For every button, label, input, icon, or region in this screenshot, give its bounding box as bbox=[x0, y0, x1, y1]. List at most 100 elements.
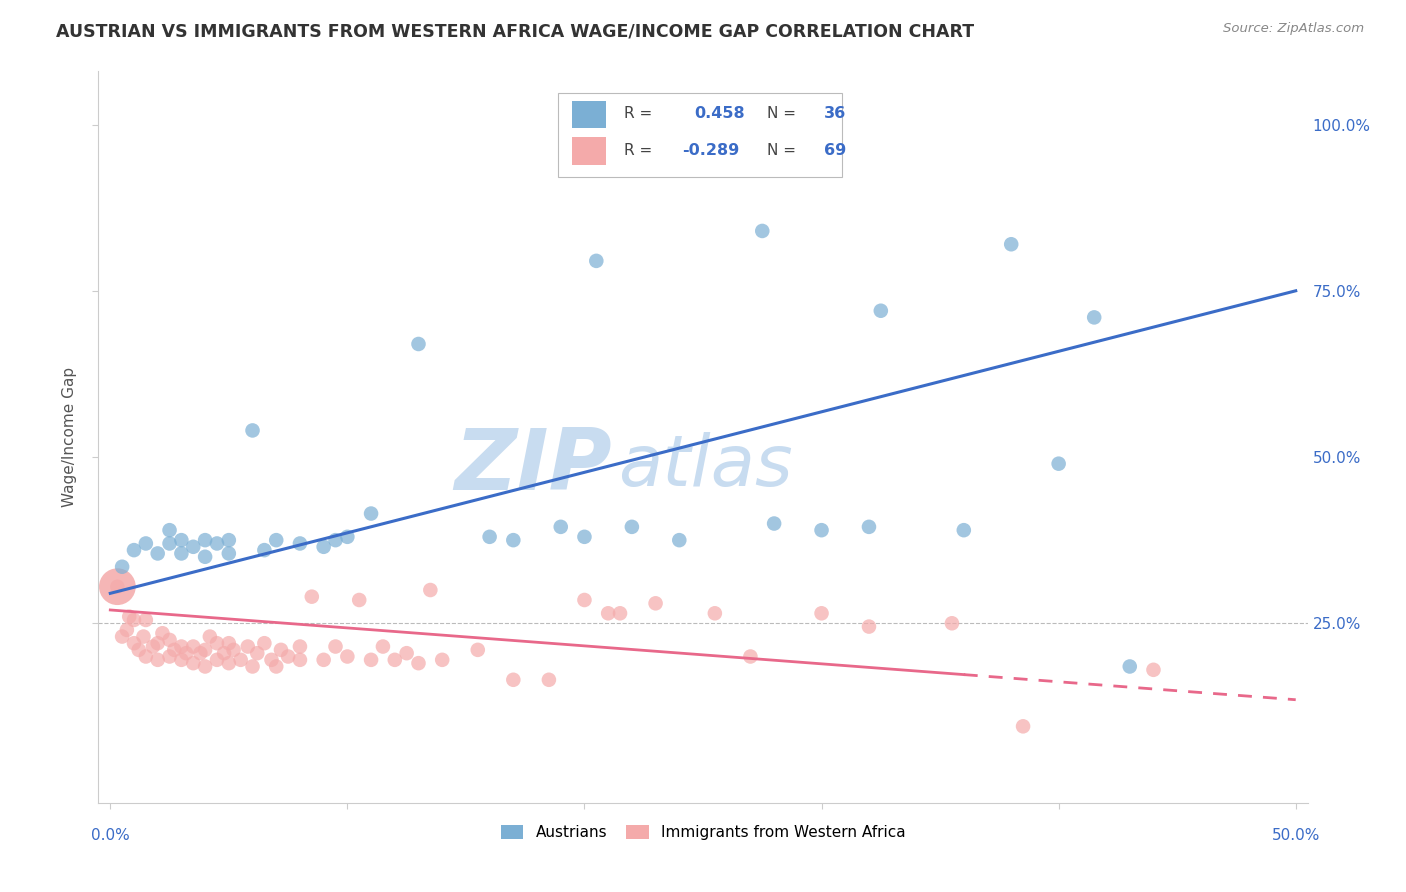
Point bbox=[135, 649, 157, 664]
Point bbox=[1012, 719, 1035, 733]
Point bbox=[205, 636, 228, 650]
Point bbox=[105, 580, 128, 594]
Point bbox=[1000, 237, 1022, 252]
Point bbox=[952, 523, 974, 537]
Point bbox=[205, 536, 228, 550]
Point bbox=[288, 640, 311, 654]
Point bbox=[218, 546, 240, 560]
Point bbox=[763, 516, 786, 531]
Point bbox=[264, 659, 287, 673]
Point bbox=[408, 337, 430, 351]
Point bbox=[598, 607, 620, 621]
Point bbox=[668, 533, 690, 548]
Point bbox=[218, 636, 240, 650]
Point bbox=[384, 653, 406, 667]
Point bbox=[336, 530, 359, 544]
Text: 0.0%: 0.0% bbox=[91, 828, 129, 843]
Text: 50.0%: 50.0% bbox=[1271, 828, 1320, 843]
Point bbox=[858, 619, 880, 633]
Text: AUSTRIAN VS IMMIGRANTS FROM WESTERN AFRICA WAGE/INCOME GAP CORRELATION CHART: AUSTRIAN VS IMMIGRANTS FROM WESTERN AFRI… bbox=[56, 22, 974, 40]
Point bbox=[181, 540, 204, 554]
Point bbox=[312, 540, 335, 554]
Point bbox=[395, 646, 418, 660]
Point bbox=[159, 536, 181, 550]
Point bbox=[115, 623, 138, 637]
Point bbox=[620, 520, 643, 534]
Point bbox=[190, 646, 212, 660]
Point bbox=[644, 596, 666, 610]
Point bbox=[229, 653, 252, 667]
Point bbox=[181, 640, 204, 654]
Text: R =: R = bbox=[624, 143, 658, 158]
Point bbox=[111, 559, 134, 574]
Point bbox=[194, 549, 217, 564]
Point bbox=[212, 646, 235, 660]
Point bbox=[740, 649, 762, 664]
Point bbox=[408, 656, 430, 670]
Point bbox=[810, 607, 832, 621]
Point bbox=[574, 593, 596, 607]
Point bbox=[198, 630, 221, 644]
Point bbox=[170, 640, 193, 654]
Text: R =: R = bbox=[624, 106, 662, 121]
Point bbox=[146, 653, 169, 667]
Point bbox=[550, 520, 572, 534]
Point bbox=[218, 533, 240, 548]
Point bbox=[502, 673, 524, 687]
Point bbox=[347, 593, 370, 607]
Point bbox=[264, 533, 287, 548]
Point bbox=[159, 649, 181, 664]
Point bbox=[194, 533, 217, 548]
Point bbox=[574, 530, 596, 544]
Point bbox=[181, 656, 204, 670]
Point bbox=[128, 643, 150, 657]
Text: N =: N = bbox=[768, 106, 801, 121]
Text: N =: N = bbox=[768, 143, 801, 158]
Point bbox=[325, 640, 347, 654]
Point bbox=[325, 533, 347, 548]
Point bbox=[288, 653, 311, 667]
Point bbox=[246, 646, 269, 660]
Point bbox=[152, 626, 174, 640]
Point bbox=[751, 224, 773, 238]
Point bbox=[360, 507, 382, 521]
Point bbox=[478, 530, 501, 544]
Point bbox=[159, 523, 181, 537]
Legend: Austrians, Immigrants from Western Africa: Austrians, Immigrants from Western Afric… bbox=[495, 819, 911, 847]
Point bbox=[105, 580, 128, 594]
Point bbox=[858, 520, 880, 534]
Point bbox=[159, 632, 181, 647]
Point bbox=[170, 533, 193, 548]
Bar bbox=[572, 137, 606, 165]
Point bbox=[810, 523, 832, 537]
Point bbox=[1142, 663, 1164, 677]
Text: atlas: atlas bbox=[619, 432, 793, 500]
Point bbox=[277, 649, 299, 664]
Text: 0.458: 0.458 bbox=[695, 106, 745, 121]
Point bbox=[142, 640, 165, 654]
Point bbox=[502, 533, 524, 548]
Point bbox=[242, 659, 264, 673]
Point bbox=[941, 616, 963, 631]
Point bbox=[1119, 659, 1142, 673]
Point bbox=[170, 653, 193, 667]
Point bbox=[253, 543, 276, 558]
Text: 69: 69 bbox=[824, 143, 846, 158]
Point bbox=[432, 653, 454, 667]
Point bbox=[253, 636, 276, 650]
Point bbox=[111, 630, 134, 644]
Text: 36: 36 bbox=[824, 106, 846, 121]
Point bbox=[222, 643, 245, 657]
Point bbox=[170, 546, 193, 560]
Point bbox=[122, 543, 145, 558]
Point bbox=[1047, 457, 1070, 471]
FancyBboxPatch shape bbox=[558, 94, 842, 178]
Point bbox=[146, 636, 169, 650]
Point bbox=[218, 656, 240, 670]
Point bbox=[360, 653, 382, 667]
Point bbox=[194, 659, 217, 673]
Point bbox=[132, 630, 155, 644]
Point bbox=[419, 582, 441, 597]
Point bbox=[122, 613, 145, 627]
Point bbox=[270, 643, 292, 657]
